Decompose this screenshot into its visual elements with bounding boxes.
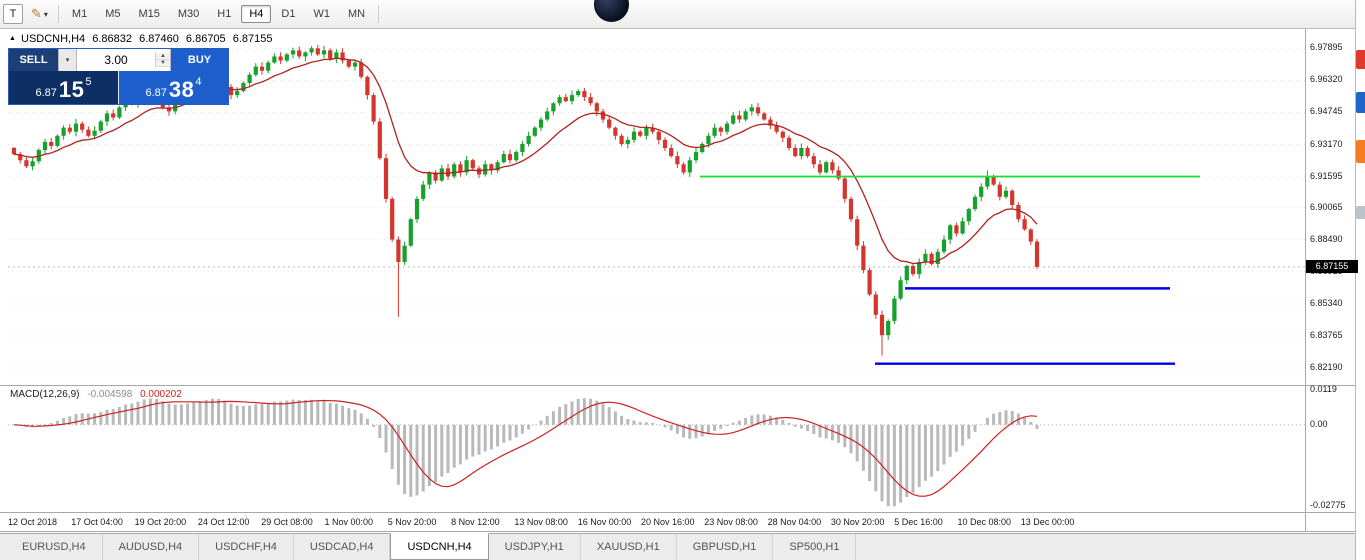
- price-axis-label: 6.88490: [1310, 233, 1343, 244]
- chart-tab-xauusd-h1[interactable]: XAUUSD,H1: [581, 534, 677, 560]
- sell-price-pip: 5: [85, 76, 92, 88]
- timeframe-button-M15[interactable]: M15: [138, 8, 160, 20]
- sell-price-prefix: 6.87: [35, 87, 57, 99]
- trade-panel-dropdown-button[interactable]: ▾: [58, 49, 77, 71]
- time-axis-label: 8 Nov 12:00: [451, 517, 500, 527]
- ohlc-open: 6.86832: [92, 33, 133, 45]
- time-axis-label: 12 Oct 2018: [8, 517, 58, 527]
- ohlc-close: 6.87155: [232, 33, 273, 45]
- time-axis-label: 5 Dec 16:00: [894, 517, 943, 527]
- sell-button[interactable]: SELL: [9, 49, 58, 71]
- time-axis-label: 17 Oct 04:00: [71, 517, 123, 527]
- chart-tab-usdjpy-h1[interactable]: USDJPY,H1: [489, 534, 581, 560]
- timeframe-group: M1 M5 M15 M30 H1 H4 D1 W1 MN: [63, 5, 374, 23]
- pencil-icon: ✎: [31, 6, 42, 21]
- lot-spinner-down-icon[interactable]: ▼: [156, 60, 170, 67]
- chevron-down-icon: ▾: [43, 9, 48, 19]
- chart-tab-sp500-h1[interactable]: SP500,H1: [773, 534, 857, 560]
- sell-price-display[interactable]: 6.87 15 5: [9, 71, 118, 104]
- time-axis-label: 24 Oct 12:00: [197, 517, 250, 527]
- buy-price-big: 38: [168, 77, 195, 102]
- symbol-name: USDCNH,H4: [21, 33, 86, 45]
- toolbar-separator: [378, 5, 380, 23]
- chart-tab-usdcad-h4[interactable]: USDCAD,H4: [294, 534, 391, 560]
- time-axis-label: 13 Dec 00:00: [1020, 517, 1075, 527]
- chart-tab-usdcnh-h4[interactable]: USDCNH,H4: [390, 533, 489, 560]
- timeframe-button-H4[interactable]: H4: [241, 5, 272, 23]
- desktop-icon-red[interactable]: [1356, 50, 1365, 69]
- time-axis-label: 5 Nov 20:00: [387, 517, 437, 527]
- buy-price-pip: 4: [195, 76, 202, 88]
- price-axis-label: 6.96320: [1310, 74, 1343, 85]
- macd-axis-label: 0.0119: [1310, 383, 1337, 394]
- time-axis-label: 10 Dec 08:00: [957, 517, 1012, 527]
- macd-axis-label: -0.02775: [1310, 500, 1346, 511]
- time-axis-label: 13 Nov 08:00: [514, 517, 568, 527]
- ohlc-low: 6.86705: [185, 33, 226, 45]
- timeframe-button-MN[interactable]: MN: [347, 8, 366, 20]
- lot-size-field: ▲ ▼: [77, 49, 171, 71]
- price-axis-label: 6.94745: [1310, 106, 1343, 117]
- timeframe-button-W1[interactable]: W1: [313, 8, 330, 20]
- current-price-tag: 6.87155: [1306, 259, 1358, 273]
- macd-indicator-label: MACD(12,26,9) -0.004598 0.000202: [10, 389, 182, 400]
- macd-name: MACD(12,26,9): [10, 389, 80, 400]
- timeframe-button-D1[interactable]: D1: [281, 8, 296, 20]
- sell-price-big: 15: [58, 77, 85, 102]
- macd-value-main: -0.004598: [87, 389, 133, 400]
- price-axis-label: 6.91595: [1310, 170, 1343, 181]
- desktop-icon-blue[interactable]: [1356, 92, 1365, 113]
- chart-tab-gbpusd-h1[interactable]: GBPUSD,H1: [677, 534, 774, 560]
- desktop-icon-gray[interactable]: [1356, 206, 1365, 219]
- price-axis-label: 6.85340: [1310, 297, 1343, 308]
- macd-axis-label: 0.00: [1310, 418, 1328, 429]
- price-axis-label: 6.93170: [1310, 138, 1343, 149]
- one-click-trading-panel: SELL ▾ ▲ ▼ BUY 6.87 15 5 6.8: [8, 48, 229, 105]
- lot-spinner: ▲ ▼: [155, 53, 170, 67]
- lot-size-input[interactable]: [77, 52, 155, 68]
- price-axis-label: 6.90065: [1310, 201, 1343, 212]
- toolbar-separator: [57, 5, 59, 23]
- macd-value-signal: 0.000202: [140, 389, 182, 400]
- chart-marker-icon: ▲: [9, 35, 16, 42]
- time-axis-label: 20 Nov 16:00: [641, 517, 695, 527]
- buy-button[interactable]: BUY: [171, 49, 228, 71]
- chart-tab-bar: EURUSD,H4 AUDUSD,H4 USDCHF,H4 USDCAD,H4 USDC…: [0, 533, 1355, 560]
- time-axis-label: 28 Nov 04:00: [767, 517, 822, 527]
- price-axis-label: 6.82190: [1310, 361, 1343, 372]
- timeframe-button-H1[interactable]: H1: [217, 8, 232, 20]
- timeframe-button-M5[interactable]: M5: [105, 8, 121, 20]
- time-axis-label: 30 Nov 20:00: [830, 517, 885, 527]
- timeframe-button-M1[interactable]: M1: [71, 8, 88, 20]
- time-axis-label: 19 Oct 20:00: [134, 517, 187, 527]
- desktop-icon-orange[interactable]: [1356, 140, 1365, 163]
- chart-tab-usdchf-h4[interactable]: USDCHF,H4: [199, 534, 294, 560]
- buy-price-display[interactable]: 6.87 38 4: [119, 71, 228, 104]
- timeframe-button-M30[interactable]: M30: [177, 8, 200, 20]
- price-axis-label: 6.83765: [1310, 329, 1343, 340]
- time-axis-label: 23 Nov 08:00: [704, 517, 758, 527]
- text-tool-button[interactable]: T: [3, 4, 23, 24]
- buy-price-prefix: 6.87: [145, 87, 167, 99]
- time-axis-label: 29 Oct 08:00: [261, 517, 313, 527]
- chart-tab-eurusd-h4[interactable]: EURUSD,H4: [6, 534, 103, 560]
- ohlc-high: 6.87460: [139, 33, 179, 45]
- price-axis-label: 6.97895: [1310, 42, 1343, 53]
- time-axis-label: 16 Nov 00:00: [577, 517, 632, 527]
- time-axis-label: 1 Nov 00:00: [324, 517, 374, 527]
- chart-tab-audusd-h4[interactable]: AUDUSD,H4: [103, 534, 200, 560]
- drawing-tools-button[interactable]: ✎ ▾: [27, 3, 52, 25]
- desktop-edge: [1356, 0, 1365, 560]
- symbol-info-line: ▲ USDCNH,H4 6.86832 6.87460 6.86705 6.87…: [9, 33, 277, 45]
- toolbar: T ✎ ▾ M1 M5 M15 M30 H1 H4 D1 W1 MN: [0, 0, 1355, 29]
- lot-spinner-up-icon[interactable]: ▲: [156, 53, 170, 60]
